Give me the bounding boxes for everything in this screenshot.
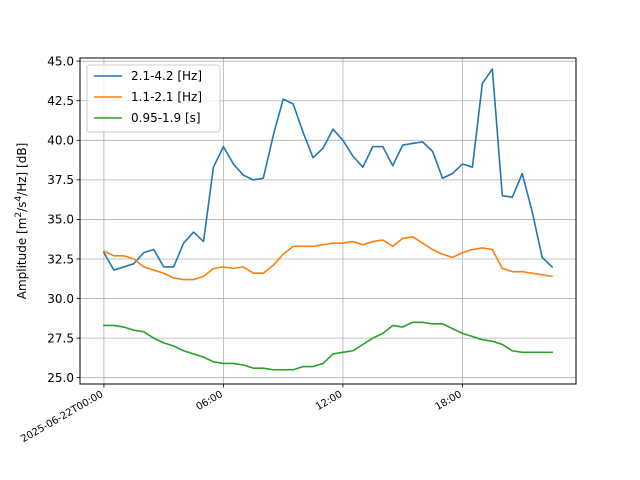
- series-lines: [102, 68, 554, 371]
- legend-entry: 1.1-2.1 [Hz]: [94, 90, 202, 104]
- legend-label: 1.1-2.1 [Hz]: [131, 90, 202, 104]
- legend-entry: 2.1-4.2 [Hz]: [94, 69, 202, 83]
- series-line-2: [102, 236, 554, 281]
- legend-label: 2.1-4.2 [Hz]: [131, 69, 202, 83]
- y-tick-label: 37.5: [47, 173, 74, 187]
- y-tick-label: 25.0: [47, 371, 74, 385]
- series-line-3: [103, 321, 553, 371]
- series-line-1: [102, 68, 554, 271]
- axes-frame: [79, 57, 577, 385]
- y-tick-label: 40.0: [47, 134, 74, 148]
- y-tick-label: 42.5: [47, 94, 74, 108]
- legend-label: 0.95-1.9 [s]: [131, 111, 201, 125]
- y-tick-label: 27.5: [47, 331, 74, 345]
- y-tick-label: 30.0: [47, 292, 74, 306]
- legend-frame: [86, 64, 221, 133]
- y-tick-label: 45.0: [47, 54, 74, 68]
- y-axis: 25.0 27.5 30.0 32.5 35.0 37.5 40.0 42.5 45.0: [47, 54, 80, 385]
- legend-entry: 0.95-1.9 [s]: [94, 111, 201, 125]
- y-tick-label: 32.5: [47, 252, 74, 266]
- y-axis-label: Amplitude [m2/s4/Hz] [dB]: [14, 143, 29, 300]
- y-tick-label: 35.0: [47, 213, 74, 227]
- legend: 2.1-4.2 [Hz] 1.1-2.1 [Hz] 0.95-1.9 [s]: [86, 64, 221, 133]
